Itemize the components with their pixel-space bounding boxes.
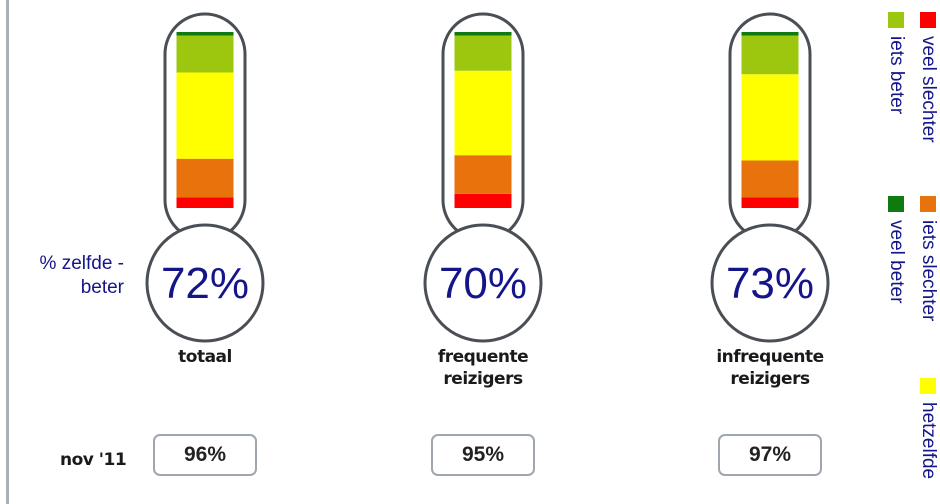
- legend-swatch-iets-beter: [888, 12, 904, 28]
- bar-segment-iets-slechter: [176, 158, 234, 198]
- bar-segment-iets-slechter: [741, 160, 799, 198]
- bar-segment-veel-slechter: [454, 193, 512, 208]
- bar-segment-veel-beter: [176, 32, 234, 36]
- legend-veel-slechter: veel slechter: [918, 12, 939, 143]
- y-axis-label: % zelfde - beter: [39, 253, 124, 298]
- thermometer-bulb: [710, 223, 830, 343]
- legend-swatch-iets-slechter: [920, 196, 936, 212]
- bar-segment-iets-beter: [176, 35, 234, 73]
- legend-swatch-veel-slechter: [920, 12, 936, 28]
- bar-segment-iets-beter: [454, 35, 512, 71]
- bar-segment-veel-slechter: [176, 197, 234, 208]
- legend-text-veel-beter: veel beter: [886, 220, 907, 304]
- bar-segment-hetzelfde: [454, 70, 512, 156]
- thermometer-infrequente-reizigers: 73%: [710, 12, 830, 343]
- legend-text-iets-beter: iets beter: [886, 36, 907, 115]
- bar-segment-hetzelfde: [741, 74, 799, 161]
- legend-veel-beter: veel beter: [886, 196, 907, 303]
- legend-iets-slechter: iets slechter: [918, 196, 939, 321]
- bar-segment-iets-beter: [741, 35, 799, 75]
- headline-value: 70%: [439, 259, 527, 308]
- category-label-totaal: totaal: [178, 347, 232, 367]
- bar-segment-iets-slechter: [454, 155, 512, 194]
- thermometer-bulb: [145, 223, 265, 343]
- previous-value-infrequente: 97%: [718, 434, 822, 476]
- bar-segment-veel-beter: [741, 32, 799, 36]
- legend-swatch-veel-beter: [888, 196, 904, 212]
- previous-value-totaal: 96%: [153, 434, 257, 476]
- legend-text-iets-slechter: iets slechter: [918, 220, 939, 322]
- headline-value: 73%: [726, 259, 814, 308]
- bar-segment-veel-slechter: [741, 197, 799, 208]
- left-border-line: [6, 0, 9, 504]
- bar-segment-veel-beter: [454, 32, 512, 36]
- thermometer-totaal: 72%: [145, 12, 265, 343]
- legend-swatch-hetzelfde: [920, 378, 936, 394]
- legend-iets-beter: iets beter: [886, 12, 907, 114]
- previous-value-frequente: 95%: [431, 434, 535, 476]
- headline-value: 72%: [161, 259, 249, 308]
- legend-text-veel-slechter: veel slechter: [918, 36, 939, 143]
- thermometer-bulb: [423, 223, 543, 343]
- category-label-infrequente: infrequente reizigers: [716, 347, 824, 389]
- legend-text-hetzelfde: hetzelfde: [918, 402, 939, 480]
- previous-period-label: nov '11: [60, 450, 127, 470]
- category-label-frequente: frequente reizigers: [437, 347, 529, 389]
- legend-hetzelfde: hetzelfde: [918, 378, 939, 479]
- bar-segment-hetzelfde: [176, 72, 234, 159]
- thermometer-frequente-reizigers: 70%: [423, 12, 543, 343]
